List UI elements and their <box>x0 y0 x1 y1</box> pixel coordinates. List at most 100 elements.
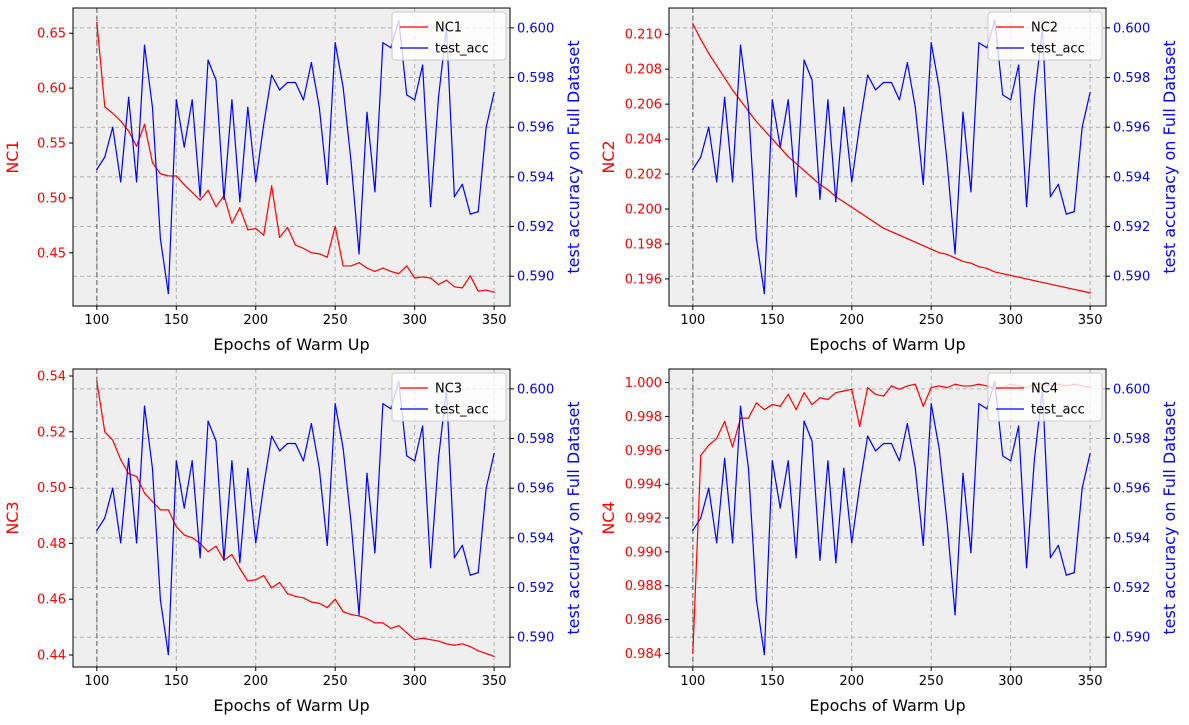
data-point-test_acc <box>739 405 742 407</box>
data-point-test_acc <box>453 196 455 198</box>
data-point-NC4 <box>970 385 972 387</box>
data-point-test_acc <box>334 403 336 405</box>
data-point-test_acc <box>882 81 885 84</box>
data-point-test_acc <box>231 460 233 462</box>
data-point-test_acc <box>922 544 924 546</box>
y2-tick-label: 0.594 <box>1113 531 1150 546</box>
data-point-NC4 <box>946 387 948 389</box>
data-point-test_acc <box>207 59 209 61</box>
data-point-NC4 <box>731 446 734 448</box>
y-axis-label: NC3 <box>3 501 22 534</box>
data-point-test_acc <box>151 467 154 469</box>
data-point-test_acc <box>247 106 249 108</box>
data-point-test_acc <box>906 62 908 64</box>
x-tick-label: 200 <box>243 313 268 328</box>
data-point-NC4 <box>874 393 877 395</box>
data-point-NC2 <box>1057 285 1059 287</box>
data-point-NC3 <box>239 567 241 570</box>
data-point-NC3 <box>374 622 376 624</box>
data-point-test_acc <box>708 126 710 128</box>
data-point-test_acc <box>1018 64 1020 66</box>
y-axis-label: NC4 <box>599 501 618 534</box>
data-point-NC3 <box>358 615 360 617</box>
data-point-test_acc <box>771 460 773 462</box>
data-point-test_acc <box>183 507 185 509</box>
legend: NC2 test_acc <box>987 11 1103 61</box>
y-tick-label: 0.998 <box>625 410 662 425</box>
data-point-NC3 <box>334 598 336 600</box>
data-point-NC3 <box>414 639 416 641</box>
legend: NC4 test_acc <box>987 372 1103 422</box>
data-point-NC1 <box>135 145 138 147</box>
data-point-NC3 <box>207 551 209 553</box>
data-point-NC3 <box>310 601 312 603</box>
y-tick-label: 0.986 <box>625 613 662 628</box>
data-point-test_acc <box>461 544 463 546</box>
data-point-NC3 <box>366 618 368 620</box>
data-point-NC1 <box>175 175 177 177</box>
data-point-NC3 <box>120 459 122 461</box>
y-tick-label: 0.210 <box>625 28 662 43</box>
data-point-NC1 <box>398 273 400 275</box>
y-tick-label: 0.48 <box>37 537 66 552</box>
data-point-test_acc <box>183 146 185 148</box>
y-axis-label: NC1 <box>3 140 22 173</box>
data-point-NC1 <box>461 287 463 289</box>
data-point-test_acc <box>310 423 312 425</box>
data-point-test_acc <box>104 517 106 519</box>
data-point-NC1 <box>294 244 297 246</box>
data-point-NC1 <box>199 199 201 201</box>
data-point-NC1 <box>477 290 479 292</box>
y-tick-label: 0.54 <box>37 369 66 384</box>
data-point-NC2 <box>819 183 821 186</box>
data-point-NC4 <box>914 383 916 385</box>
y2-tick-label: 0.596 <box>1113 121 1150 136</box>
data-point-test_acc <box>978 42 980 44</box>
data-point-NC2 <box>1010 274 1012 277</box>
data-point-NC3 <box>286 593 289 595</box>
data-point-test_acc <box>175 460 177 462</box>
y2-tick-label: 0.600 <box>517 21 554 36</box>
x-tick-label: 300 <box>998 674 1023 689</box>
data-point-NC1 <box>271 185 273 187</box>
y2-tick-label: 0.598 <box>517 432 554 447</box>
data-point-NC3 <box>151 500 154 503</box>
y2-tick-label: 0.598 <box>1113 432 1150 447</box>
data-point-test_acc <box>779 507 781 509</box>
data-point-NC3 <box>175 526 177 528</box>
data-point-NC3 <box>128 473 130 475</box>
data-point-test_acc <box>914 467 916 469</box>
axes-frame <box>668 7 1107 307</box>
data-point-NC2 <box>1002 273 1004 275</box>
y2-tick-label: 0.590 <box>517 631 554 646</box>
data-point-NC2 <box>882 227 885 229</box>
legend-label-test_acc: test_acc <box>1031 42 1085 57</box>
data-point-test_acc <box>716 542 718 544</box>
data-point-test_acc <box>390 47 392 49</box>
data-point-test_acc <box>175 99 177 101</box>
y2-tick-label: 0.592 <box>517 220 554 235</box>
data-point-NC1 <box>112 112 114 114</box>
y-tick-label: 0.208 <box>625 63 662 78</box>
y-tick-label: 0.44 <box>37 649 66 664</box>
data-point-test_acc <box>906 423 908 425</box>
data-point-NC1 <box>485 289 487 291</box>
chart-panel-2: 100 150 200 250 300 350 Epochs of Warm Up 0.196… <box>599 7 1179 354</box>
x-tick-label: 300 <box>998 313 1023 328</box>
data-point-NC3 <box>247 580 249 582</box>
data-point-test_acc <box>747 106 750 108</box>
data-point-NC1 <box>239 207 241 209</box>
data-point-NC3 <box>135 475 138 478</box>
data-point-test_acc <box>318 106 320 108</box>
data-point-test_acc <box>414 460 416 462</box>
y2-axis-label: test accuracy on Full Dataset <box>1160 40 1179 273</box>
data-point-test_acc <box>795 557 797 559</box>
data-point-NC2 <box>978 266 980 268</box>
data-point-test_acc <box>779 146 781 148</box>
data-point-test_acc <box>938 447 940 450</box>
data-point-test_acc <box>326 183 328 185</box>
data-point-NC1 <box>366 267 368 269</box>
data-point-test_acc <box>946 161 948 163</box>
data-point-test_acc <box>414 99 416 101</box>
y-tick-label: 0.55 <box>37 137 66 152</box>
